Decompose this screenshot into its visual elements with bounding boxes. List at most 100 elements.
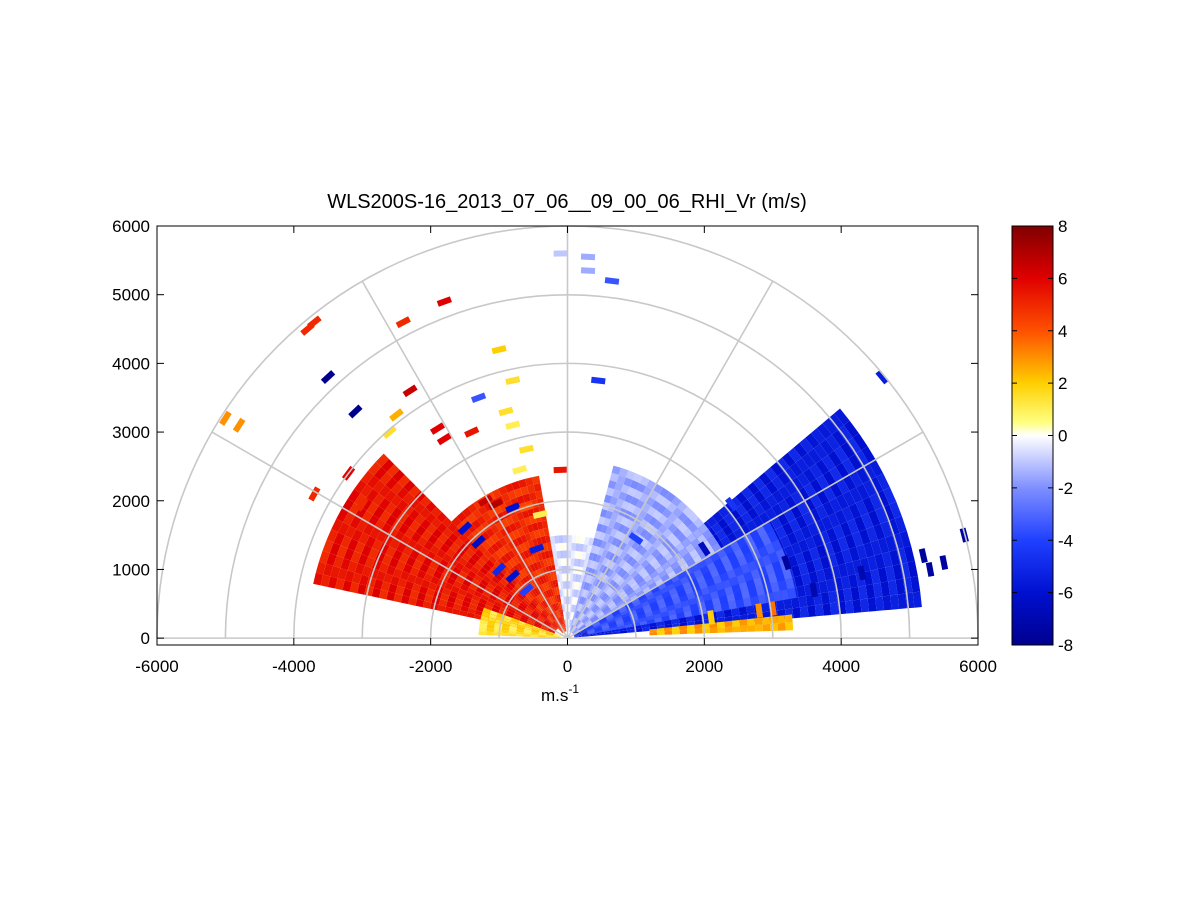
velocity-gate <box>364 556 376 569</box>
velocity-gate <box>477 494 493 507</box>
velocity-gate <box>629 558 638 567</box>
velocity-gate <box>451 585 461 594</box>
velocity-gate <box>505 596 514 603</box>
velocity-gate <box>315 561 327 575</box>
velocity-gate <box>500 518 509 528</box>
velocity-gate <box>602 606 610 613</box>
velocity-gate <box>569 624 573 632</box>
velocity-gate <box>741 589 751 600</box>
velocity-gate <box>866 526 878 543</box>
velocity-gate <box>784 545 795 558</box>
velocity-gate <box>436 522 448 534</box>
velocity-gate <box>591 604 598 611</box>
velocity-gate <box>809 582 819 598</box>
velocity-gate <box>534 596 541 605</box>
velocity-gate <box>649 601 658 608</box>
velocity-gate <box>713 604 722 613</box>
velocity-gate <box>466 513 477 524</box>
velocity-gate <box>764 563 775 575</box>
velocity-gate <box>777 471 791 486</box>
velocity-gate <box>399 570 410 581</box>
velocity-gate <box>735 491 748 505</box>
velocity-gate <box>573 633 582 637</box>
velocity-gate <box>439 558 449 569</box>
velocity-gate <box>717 518 729 530</box>
velocity-gate <box>598 572 605 581</box>
velocity-gate <box>664 565 674 575</box>
velocity-gate <box>639 620 648 626</box>
velocity-gate <box>440 593 450 602</box>
velocity-gate <box>536 561 543 570</box>
velocity-gate <box>775 526 787 539</box>
velocity-gate <box>590 545 597 554</box>
velocity-gate <box>527 619 535 625</box>
velocity-gate <box>642 586 651 594</box>
velocity-gate <box>634 552 643 562</box>
velocity-gate <box>517 527 525 537</box>
velocity-gate <box>453 603 462 611</box>
y-tick-label: 4000 <box>112 354 150 373</box>
velocity-gate <box>554 620 560 627</box>
velocity-gate <box>670 561 680 571</box>
velocity-gate <box>581 635 590 637</box>
velocity-gate <box>567 558 571 566</box>
velocity-gate <box>491 345 507 355</box>
velocity-gate <box>544 619 552 626</box>
velocity-gate <box>459 610 468 617</box>
velocity-gate <box>765 507 778 521</box>
velocity-gate <box>531 522 539 532</box>
velocity-gate <box>660 547 670 557</box>
velocity-gate <box>883 487 897 505</box>
velocity-gate <box>767 530 779 543</box>
velocity-gate <box>458 533 469 543</box>
velocity-gate <box>840 575 851 590</box>
velocity-gate <box>556 610 560 618</box>
velocity-gate <box>656 543 666 553</box>
velocity-gate <box>876 490 890 508</box>
velocity-gate <box>798 595 808 608</box>
velocity-gate <box>807 448 822 464</box>
velocity-gate <box>537 616 545 622</box>
velocity-gate <box>627 503 636 513</box>
velocity-gate <box>433 570 443 580</box>
velocity-gate <box>608 620 616 626</box>
velocity-gate <box>402 545 414 557</box>
velocity-gate <box>388 583 398 594</box>
velocity-gate <box>471 519 482 530</box>
velocity-gate <box>589 560 596 569</box>
velocity-gate <box>523 541 531 551</box>
velocity-gate <box>724 586 734 596</box>
x-tick-label: -6000 <box>135 657 178 676</box>
velocity-gate <box>604 277 620 285</box>
velocity-gate <box>754 617 763 625</box>
velocity-gate <box>631 584 641 592</box>
velocity-gate <box>488 555 498 565</box>
velocity-gate <box>553 634 561 637</box>
velocity-gate <box>656 621 665 627</box>
velocity-gate <box>531 630 539 634</box>
velocity-gate <box>582 616 589 623</box>
velocity-gate <box>882 504 895 522</box>
velocity-gate <box>862 480 877 497</box>
velocity-gate <box>619 630 628 634</box>
velocity-gate <box>605 487 615 497</box>
velocity-gate <box>762 616 771 625</box>
velocity-gate <box>859 529 871 545</box>
velocity-gate <box>580 253 596 261</box>
colorbar-tick-label: -2 <box>1058 479 1073 498</box>
velocity-gate <box>603 517 611 527</box>
velocity-gate <box>402 384 418 398</box>
velocity-gate <box>505 613 514 619</box>
velocity-gate <box>627 591 636 599</box>
velocity-gate <box>580 588 586 597</box>
velocity-gate <box>393 593 403 603</box>
velocity-gate <box>626 555 634 565</box>
velocity-gate <box>429 544 440 555</box>
velocity-gate <box>399 553 410 564</box>
velocity-gate <box>537 585 544 594</box>
velocity-gate <box>830 539 842 554</box>
velocity-gate <box>385 514 397 527</box>
velocity-gate <box>729 496 742 509</box>
velocity-gate <box>546 632 554 636</box>
velocity-gate <box>596 539 603 548</box>
